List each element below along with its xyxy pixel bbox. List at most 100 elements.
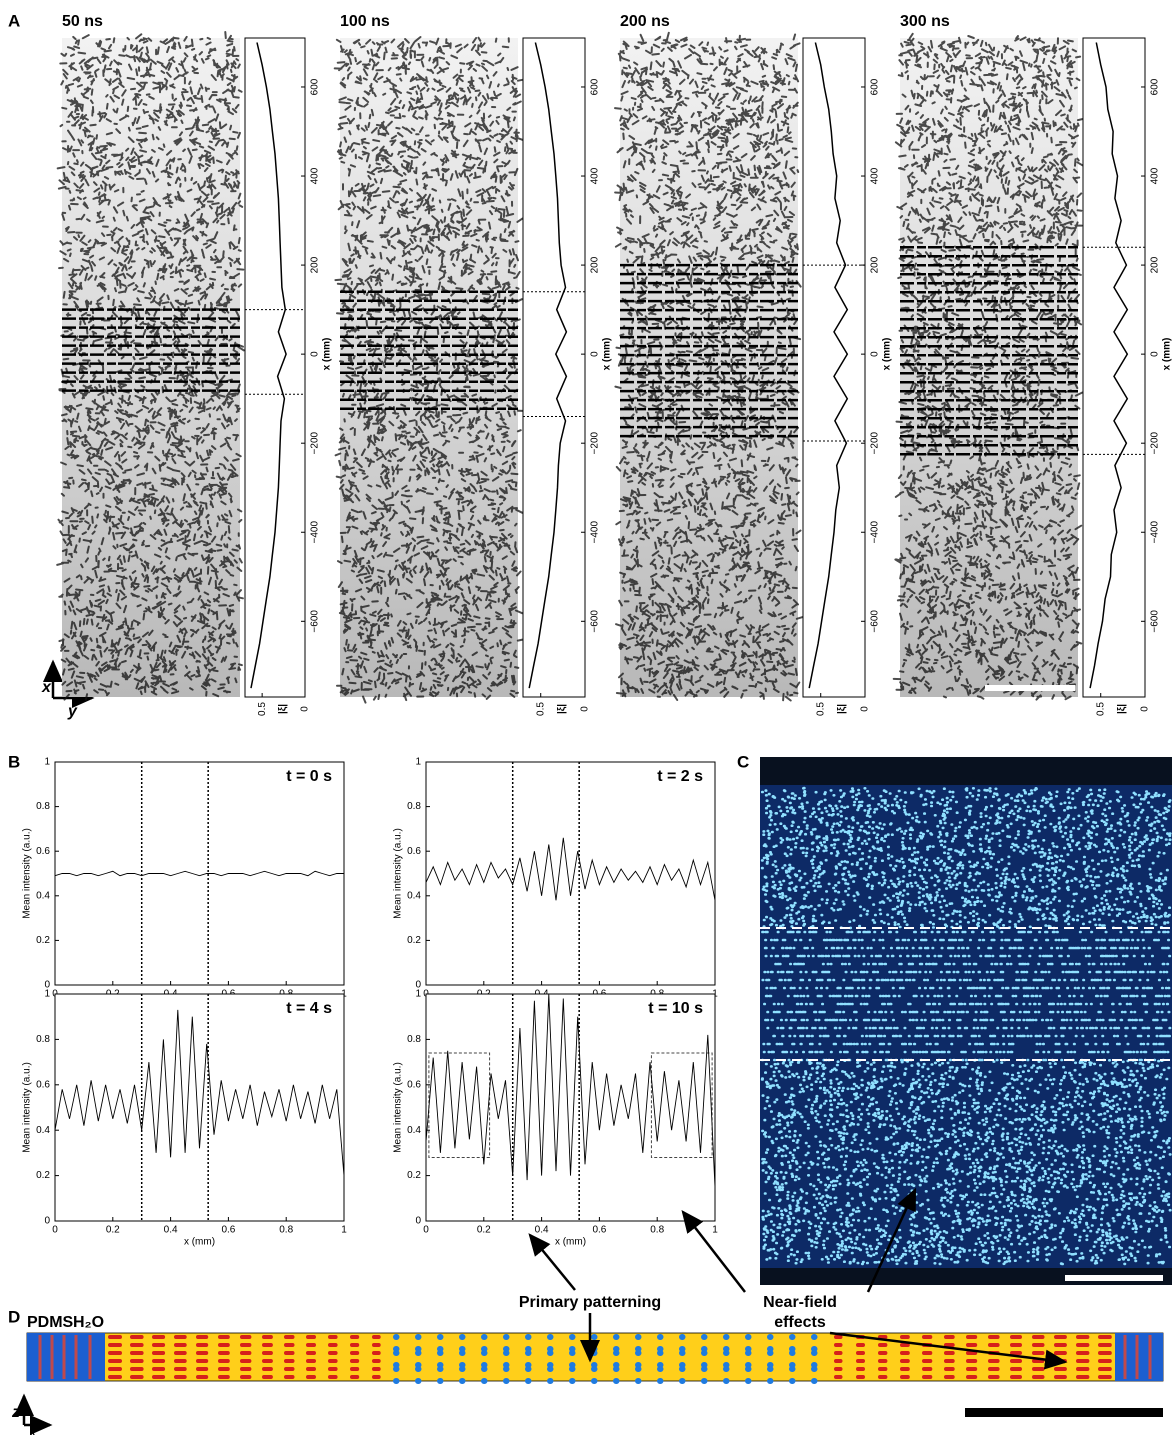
panel-label: B xyxy=(8,752,20,771)
intensity-line xyxy=(425,837,716,901)
annotation: Primary patterning xyxy=(519,1294,661,1311)
y-tick-label: 0.6 xyxy=(36,1079,50,1090)
box xyxy=(428,1052,491,1158)
profile-line xyxy=(528,42,568,689)
y-axis-label: Mean intensity (a.u.) xyxy=(22,1062,33,1153)
x-tick-label: 0.8 xyxy=(279,1225,293,1236)
y-tick-label: 0.4 xyxy=(36,890,50,901)
annotation: Near-field xyxy=(763,1294,837,1311)
y-tick-label: 0.5 xyxy=(815,702,826,716)
y-axis-label: |ξ| xyxy=(1117,704,1128,714)
y-tick-label: 0 xyxy=(44,980,50,991)
x-tick-label: 200 xyxy=(1150,256,1161,273)
y-tick-label: 0.2 xyxy=(36,935,50,946)
y-tick-label: 0.8 xyxy=(36,1034,50,1045)
x-axis-label: x (mm) xyxy=(882,338,893,371)
profile-line xyxy=(250,42,287,689)
y-tick-label: 0.6 xyxy=(407,846,421,857)
x-tick-label: 400 xyxy=(1150,167,1161,184)
x-tick-label: −200 xyxy=(310,431,321,454)
x-tick-label: 0.4 xyxy=(164,1225,178,1236)
annotation: t = 10 s xyxy=(648,1000,703,1017)
axis-glyph: x xyxy=(29,1428,36,1435)
x-tick-label: −400 xyxy=(590,521,601,544)
x-tick-label: 0 xyxy=(310,351,321,357)
stripes xyxy=(62,308,240,392)
stripes xyxy=(900,246,1078,456)
x-tick-label: −200 xyxy=(1150,431,1161,454)
y-tick-label: 0.5 xyxy=(1095,702,1106,716)
axis-glyph-d: z x xyxy=(11,1393,53,1435)
x-tick-label: −600 xyxy=(870,610,881,633)
y-tick-label: 0.2 xyxy=(407,1170,421,1181)
x-tick-label: 400 xyxy=(310,167,321,184)
y-tick-label: 0 xyxy=(860,706,871,712)
x-tick-label: 0.6 xyxy=(592,1225,606,1236)
field-red xyxy=(108,1335,1112,1379)
panel-label: D xyxy=(8,1307,20,1326)
intensity-line xyxy=(54,1009,345,1176)
time-label: 50 ns xyxy=(62,13,103,30)
y-tick-label: 0.5 xyxy=(257,702,268,716)
x-tick-label: 0 xyxy=(52,1225,58,1236)
x-tick-label: −600 xyxy=(1150,610,1161,633)
plot-frame xyxy=(1082,37,1146,698)
y-tick-label: 0 xyxy=(300,706,311,712)
y-axis-label: Mean intensity (a.u.) xyxy=(393,828,404,919)
x-tick-label: −400 xyxy=(1150,521,1161,544)
y-tick-label: 0.6 xyxy=(36,846,50,857)
x-tick-label: 600 xyxy=(310,78,321,95)
axis-glyph: y xyxy=(67,703,78,720)
y-axis-label: |ξ| xyxy=(837,704,848,714)
y-axis-label: |ξ| xyxy=(557,704,568,714)
y-tick-label: 1 xyxy=(415,757,421,768)
x-tick-label: 0.6 xyxy=(221,1225,235,1236)
speckle xyxy=(614,31,805,702)
y-tick-label: 0.5 xyxy=(535,702,546,716)
x-tick-label: 0.4 xyxy=(535,1225,549,1236)
pdms xyxy=(1115,1333,1163,1381)
x-tick-label: 600 xyxy=(1150,78,1161,95)
plot-frame xyxy=(244,37,306,698)
x-tick-label: 0.2 xyxy=(106,1225,120,1236)
annotation: t = 4 s xyxy=(286,1000,332,1017)
x-tick-label: −200 xyxy=(590,431,601,454)
time-label: 100 ns xyxy=(340,13,390,30)
images xyxy=(26,31,1172,1417)
arrows xyxy=(528,1187,1068,1370)
charts: 50 ns 600 400 200 0 −200 −400 −600 x (mm) 0 0.5 |ξ|… xyxy=(22,13,1173,1247)
x-tick-label: 400 xyxy=(870,167,881,184)
stripes xyxy=(620,263,798,438)
box xyxy=(650,1052,713,1158)
y-tick-label: 1 xyxy=(44,989,50,1000)
plot-frame xyxy=(522,37,586,698)
plot-frame xyxy=(54,993,345,1222)
annotation: t = 0 s xyxy=(286,768,332,785)
x-tick-label: 0 xyxy=(423,1225,429,1236)
micrograph-edge xyxy=(760,757,1172,785)
field-stripes xyxy=(38,1335,1152,1379)
x-tick-label: −400 xyxy=(310,521,321,544)
axis-glyph: x xyxy=(41,679,52,696)
annotation: effects xyxy=(774,1314,826,1331)
stripes xyxy=(340,290,518,411)
x-tick-label: −600 xyxy=(310,610,321,633)
y-axis-label: Mean intensity (a.u.) xyxy=(22,828,33,919)
x-axis-label: x (mm) xyxy=(555,1237,586,1248)
x-axis-label: x (mm) xyxy=(1162,338,1173,371)
y-tick-label: 0.6 xyxy=(407,1079,421,1090)
x-tick-label: −400 xyxy=(870,521,881,544)
y-tick-label: 0.4 xyxy=(407,890,421,901)
profile-line xyxy=(1089,42,1129,689)
y-tick-label: 0 xyxy=(1140,706,1151,712)
x-tick-label: 0.2 xyxy=(477,1225,491,1236)
y-tick-label: 0.2 xyxy=(407,935,421,946)
x-axis-label: x (mm) xyxy=(602,338,613,371)
scale-bar xyxy=(965,1408,1163,1417)
x-tick-label: 1 xyxy=(712,1225,718,1236)
scale-bar xyxy=(1065,1275,1163,1281)
x-tick-label: 200 xyxy=(310,256,321,273)
intensity-line xyxy=(425,993,716,1188)
x-tick-label: 400 xyxy=(590,167,601,184)
